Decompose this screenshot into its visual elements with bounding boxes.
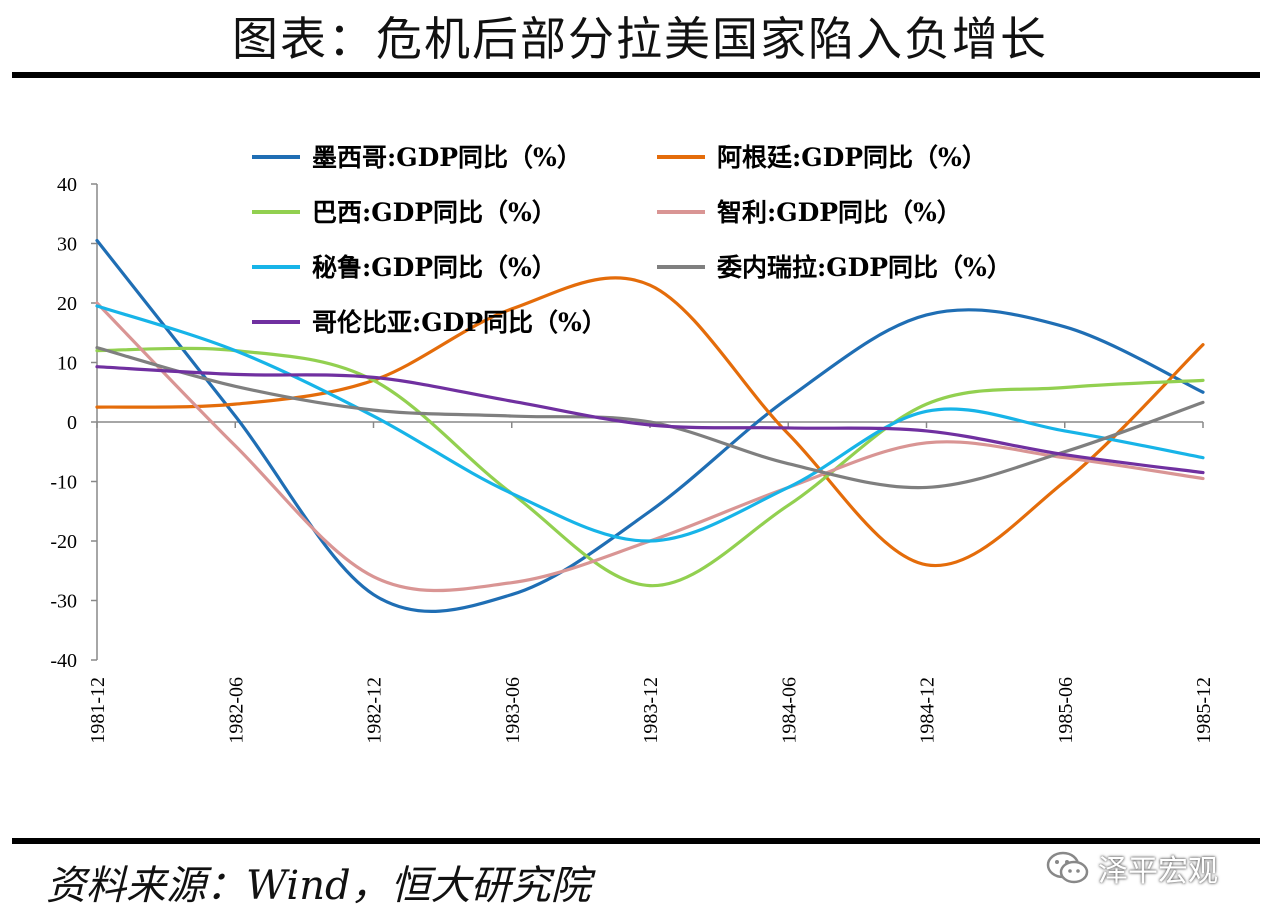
- x-tick-label: 1981-12: [87, 677, 109, 744]
- y-tick-label: -10: [50, 472, 77, 494]
- x-tick-label: 1982-12: [364, 677, 386, 744]
- chart-axes: 40 30 20 10 0 -10 -20 -30 -40 1981-12 1982-06 1982-…: [50, 174, 1215, 744]
- series-line-7: [95, 365, 1205, 475]
- legend-label-4: 智利:GDP同比（%）: [717, 198, 962, 227]
- source-note: 资料来源：Wind，恒大研究院: [46, 863, 591, 909]
- legend-label-2: 阿根廷:GDP同比（%）: [717, 143, 987, 172]
- x-tick-label: 1983-12: [640, 677, 662, 744]
- x-tick-label: 1982-06: [225, 677, 247, 744]
- x-tick-label: 1984-12: [917, 677, 939, 744]
- wechat-icon: [1046, 851, 1089, 884]
- legend-label-5: 秘鲁:GDP同比（%）: [312, 253, 557, 282]
- series-line-2: [95, 276, 1205, 568]
- y-tick-label: 40: [57, 174, 77, 196]
- page-title: 图表：危机后部分拉美国家陷入负增长: [232, 12, 1048, 66]
- legend-label-7: 哥伦比亚:GDP同比（%）: [312, 308, 607, 337]
- x-tick-label: 1985-12: [1193, 677, 1215, 744]
- watermark-text: 泽平宏观: [1098, 854, 1218, 889]
- x-tick-label: 1983-06: [502, 677, 524, 744]
- bottom-rule: [12, 838, 1260, 844]
- series-line-3: [95, 346, 1205, 588]
- series-line-1: [95, 238, 1205, 613]
- y-tick-label: 0: [67, 412, 77, 434]
- y-tick-label: -20: [50, 531, 77, 553]
- series-line-6: [95, 346, 1205, 490]
- watermark: 泽平宏观: [1046, 848, 1218, 889]
- y-tick-label: 20: [57, 293, 77, 315]
- top-rule: [12, 72, 1260, 78]
- line-chart: 40 30 20 10 0 -10 -20 -30 -40 1981-12 1982-06 1982-…: [50, 143, 1215, 744]
- y-tick-label: 30: [57, 234, 77, 256]
- series-line-4: [95, 301, 1205, 593]
- legend-label-6: 委内瑞拉:GDP同比（%）: [716, 253, 1012, 282]
- x-tick-label: 1985-06: [1055, 677, 1077, 744]
- series-lines: [95, 238, 1205, 613]
- y-tick-label: 10: [57, 353, 77, 375]
- chart-legend: 墨西哥:GDP同比（%） 阿根廷:GDP同比（%） 巴西:GDP同比（%） 智利:GD…: [252, 143, 1012, 337]
- legend-label-3: 巴西:GDP同比（%）: [312, 198, 557, 227]
- legend-label-1: 墨西哥:GDP同比（%）: [312, 143, 582, 172]
- x-tick-label: 1984-06: [778, 677, 800, 744]
- y-tick-label: -30: [50, 591, 77, 613]
- y-tick-label: -40: [50, 650, 77, 672]
- series-line-5: [95, 304, 1205, 543]
